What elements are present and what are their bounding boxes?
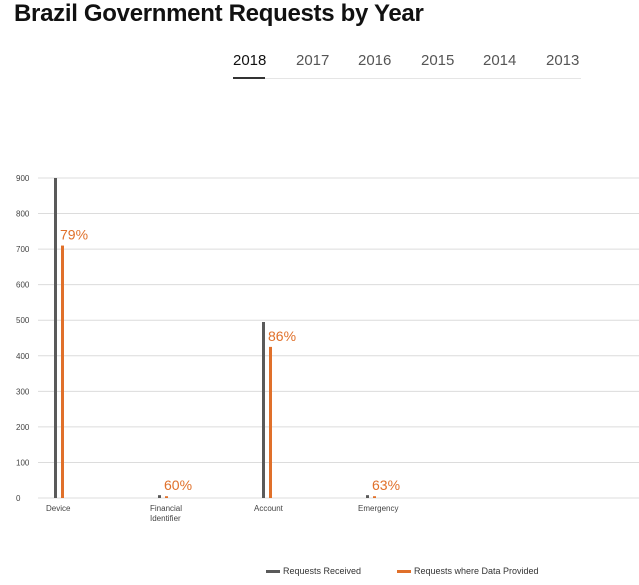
y-tick-label-300: 300: [16, 387, 30, 396]
active-tab-indicator: [233, 77, 265, 79]
bar-provided-account: [269, 346, 272, 498]
y-tick-label-0: 0: [16, 494, 21, 503]
tab-2018[interactable]: 2018: [233, 52, 267, 69]
y-tick-label-200: 200: [16, 423, 30, 432]
data-label-device: 79%: [60, 227, 88, 243]
tab-2014[interactable]: 2014: [483, 52, 517, 69]
tab-2015[interactable]: 2015: [421, 52, 455, 69]
x-tick-label-emergency: Emergency: [358, 504, 398, 513]
data-label-account: 86%: [268, 328, 296, 344]
x-tick-label-line: Financial: [150, 504, 182, 513]
y-tick-label-900: 900: [16, 174, 30, 183]
legend-item-received: Requests Received: [266, 566, 361, 576]
bar-provided-device: [61, 245, 64, 498]
y-tick-label-700: 700: [16, 245, 30, 254]
y-tick-label-500: 500: [16, 316, 30, 325]
bar-chart: 0 100 200 300 400 500 600 700 800 900 79% Device 60%…: [16, 174, 639, 523]
legend-label-received: Requests Received: [283, 566, 362, 576]
y-tick-label-100: 100: [16, 458, 30, 467]
bar-provided-emergency: [373, 496, 376, 498]
page-title: Brazil Government Requests by Year: [14, 0, 424, 27]
bar-received-emergency: [366, 495, 369, 498]
bar-provided-financial-identifier: [165, 496, 168, 498]
x-tick-label-device: Device: [46, 504, 71, 513]
y-tick-label-600: 600: [16, 281, 30, 290]
legend-swatch-provided: [397, 570, 411, 574]
x-tick-label-line: Account: [254, 504, 284, 513]
x-tick-label-line: Identifier: [150, 514, 181, 523]
bar-received-account: [262, 322, 265, 498]
year-tabs: 2018 2017 2016 2015 2014 2013: [233, 50, 581, 79]
tab-2013[interactable]: 2013: [546, 52, 580, 69]
tab-2016[interactable]: 2016: [358, 52, 392, 69]
bar-received-device: [54, 178, 57, 498]
tab-2017[interactable]: 2017: [296, 52, 330, 69]
data-label-financial-identifier: 60%: [164, 477, 192, 493]
x-tick-label-financial-identifier: Financial Identifier: [150, 504, 182, 523]
legend-label-provided: Requests where Data Provided: [414, 566, 539, 576]
x-tick-label-account: Account: [254, 504, 284, 513]
data-label-emergency: 63%: [372, 477, 400, 493]
y-tick-label-800: 800: [16, 210, 30, 219]
x-tick-label-line: Device: [46, 504, 71, 513]
y-tick-label-400: 400: [16, 352, 30, 361]
legend-item-provided: Requests where Data Provided: [397, 566, 539, 576]
legend-swatch-received: [266, 570, 280, 574]
x-tick-label-line: Emergency: [358, 504, 398, 513]
bar-received-financial-identifier: [158, 495, 161, 498]
